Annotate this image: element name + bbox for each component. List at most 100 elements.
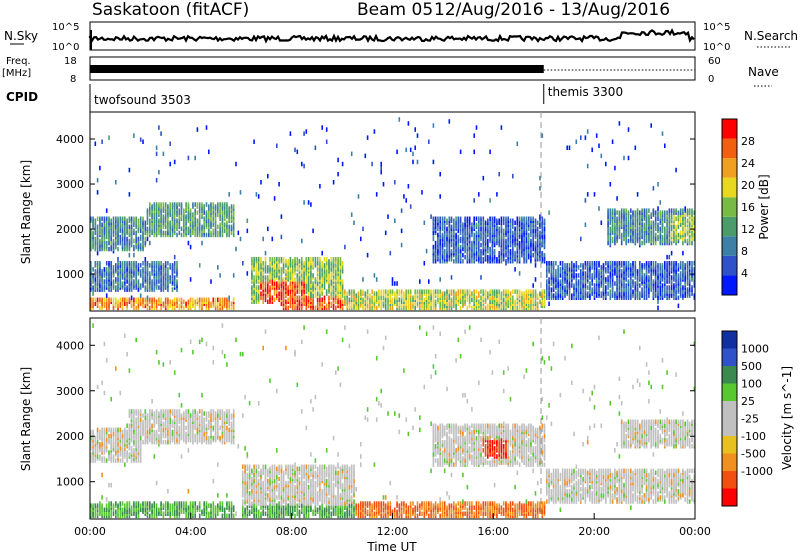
power-cell [453,303,455,309]
power-cell [523,230,525,236]
power-cell [550,269,553,274]
power-cell [187,226,190,232]
power-cell [550,291,553,296]
power-cell [546,261,548,266]
power-cell [573,263,575,268]
power-cell [516,305,519,311]
power-cell [425,295,428,300]
power-cell [559,279,562,284]
power-cell [214,204,217,209]
power-cell [94,261,97,266]
power-cell [117,281,119,286]
power-cell [90,216,92,221]
power-cell [146,295,149,300]
power-cell [627,261,630,266]
power-cell [623,291,625,296]
power-cell [609,240,612,246]
power-cell [246,228,249,234]
power-cell [443,291,446,296]
power-cell [582,283,584,288]
power-cell [661,273,664,278]
power-cell [618,285,621,290]
power-cell [380,295,382,300]
power-cell [673,283,675,288]
freq-strip: Freq. [MHz] 18 8 60 0 Nave [2,56,779,87]
power-cell [627,285,630,290]
power-cell [437,226,439,232]
power-cell [446,232,448,238]
power-cell [668,267,671,272]
power-cell [158,297,160,302]
power-cell [675,283,677,288]
power-cell [516,234,519,240]
power-cell [536,232,539,238]
power-cell [580,287,582,292]
power-cell [439,216,441,221]
power-cell [139,263,142,268]
power-cell [434,216,437,221]
power-cell [666,289,668,294]
power-cell [623,155,625,161]
power-cell [584,275,587,280]
power-cell [405,289,407,294]
power-cell [473,299,475,304]
power-cell [133,279,135,284]
power-cell [230,224,233,230]
power-cell [321,297,323,302]
power-cell [289,131,292,136]
power-cell [108,301,110,306]
power-cell [110,232,112,238]
power-cell [509,218,512,223]
power-cell [650,261,652,266]
power-cell [124,228,126,234]
power-cell [208,232,210,238]
power-cell [518,252,521,258]
power-cell [139,242,142,248]
power-cell [303,131,305,136]
power-cell [632,226,634,232]
power-cell [598,279,600,284]
power-cell [666,285,668,290]
power-cell [668,212,671,217]
power-cell [205,202,208,207]
power-cell [498,226,500,232]
power-cell [441,242,444,248]
power-cell [228,228,230,234]
power-cell [548,291,550,296]
power-cell [584,261,587,266]
power-cell [158,261,160,266]
power-cell [630,267,632,272]
power-cell [94,281,97,286]
power-cell [155,151,158,157]
power-cell [99,261,101,266]
power-cell [530,232,532,238]
power-cell [609,261,612,266]
power-cell [584,271,587,276]
power-cell [400,242,403,248]
power-cell [605,285,607,290]
power-cell [555,295,557,300]
power-cell [162,202,165,207]
power-cell [421,190,423,195]
power-cell [341,261,344,266]
power-cell [514,289,516,294]
power-cell [173,202,176,207]
power-cell [598,206,600,211]
power-cell [675,167,677,173]
power-cell [659,263,662,268]
power-cell [614,261,616,266]
power-cell [677,232,680,238]
power-cell [205,125,208,130]
power-cell [389,289,392,294]
power-cell [289,293,292,298]
power-cell [348,289,351,294]
power-cell [550,281,553,286]
power-cell [137,263,140,268]
power-cell [468,289,471,294]
power-cell [661,283,664,288]
power-cell [652,289,655,294]
power-cell [425,248,428,254]
power-cell [516,141,519,146]
power-cell [126,267,128,272]
power-cell [618,210,621,215]
